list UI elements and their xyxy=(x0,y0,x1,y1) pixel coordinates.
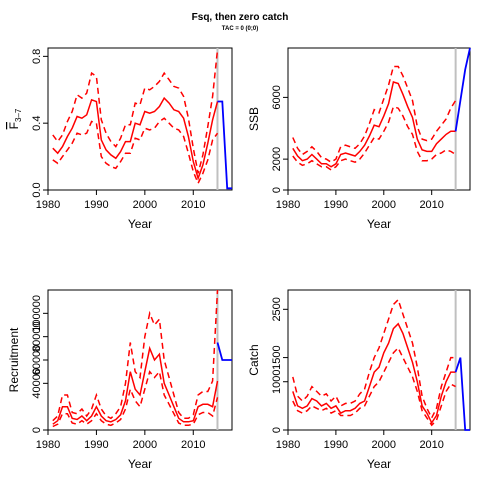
panel-ssb: 1980 1990 2000 2010 0 2000 6000 Year SSB xyxy=(247,47,471,231)
recruitment-upper-bound-line xyxy=(52,289,219,422)
catch-ytick-label-3: 2500 xyxy=(271,297,283,321)
fbar-xlabel: Year xyxy=(128,217,152,231)
ssb-xtick-label-0: 1980 xyxy=(276,199,300,211)
recruitment-ytick-label-1: 40000 xyxy=(31,368,43,399)
recruitment-projection-line xyxy=(216,342,232,361)
catch-xtick-label-1: 1990 xyxy=(324,439,348,451)
recruitment-xtick-label-3: 2010 xyxy=(181,439,205,451)
ssb-frame xyxy=(287,47,471,191)
fbar-xtick-label-0: 1980 xyxy=(36,199,60,211)
recruitment-lower-bound-line xyxy=(52,370,219,428)
recruitment-xlabel: Year xyxy=(128,457,152,471)
ssb-xtick-label-3: 2010 xyxy=(419,199,443,211)
panel-fbar: 1980 1990 2000 2010 0.0 0.4 0.8 Year F3–7 xyxy=(7,47,233,231)
fbar-ytick-label-1: 0.4 xyxy=(31,116,43,131)
ssb-median-line xyxy=(292,81,456,168)
recruitment-xtick-label-2: 2000 xyxy=(133,439,157,451)
figure-title: Fsq, then zero catch xyxy=(192,12,289,23)
fbar-upper-bound-line xyxy=(52,49,219,174)
catch-xtick-label-2: 2000 xyxy=(372,439,396,451)
ssb-xtick-label-1: 1990 xyxy=(324,199,348,211)
ssb-xtick-label-2: 2000 xyxy=(372,199,396,211)
catch-ylabel: Catch xyxy=(247,344,261,375)
catch-ytick-label-1: 1000 xyxy=(271,369,283,393)
recruitment-xtick-label-1: 1990 xyxy=(84,439,108,451)
figure-subtitle: TAC = 0 (0;0) xyxy=(222,26,258,32)
fbar-projection-line xyxy=(217,100,232,190)
catch-ytick-label-0: 0 xyxy=(271,427,283,433)
ssb-ytick-label-1: 2000 xyxy=(271,147,283,171)
fbar-median-line xyxy=(52,96,219,181)
recruitment-ytick-label-4: 100000 xyxy=(31,295,43,332)
ssb-ytick-label-0: 0 xyxy=(271,187,283,193)
fbar-frame xyxy=(47,47,233,191)
catch-xtick-label-0: 1980 xyxy=(276,439,300,451)
ssb-projection-line xyxy=(454,47,471,132)
fbar-xtick-label-1: 1990 xyxy=(84,199,108,211)
fbar-ytick-label-0: 0.0 xyxy=(31,182,43,197)
fbar-xtick-label-3: 2010 xyxy=(181,199,205,211)
recruitment-xtick-label-0: 1980 xyxy=(36,439,60,451)
catch-frame xyxy=(287,289,471,431)
catch-xtick-label-3: 2010 xyxy=(419,439,443,451)
ssb-xlabel: Year xyxy=(367,217,391,231)
recruitment-median-line xyxy=(52,345,219,425)
ssb-ytick-label-2: 6000 xyxy=(271,85,283,109)
catch-median-line xyxy=(292,322,456,425)
recruitment-ytick-label-2: 60000 xyxy=(31,345,43,376)
recruitment-ytick-label-0: 0 xyxy=(31,427,43,433)
ssb-upper-bound-line xyxy=(292,65,457,164)
catch-xlabel: Year xyxy=(367,457,391,471)
recruitment-ylabel: Recruitment xyxy=(7,327,21,392)
fbar-xtick-label-2: 2000 xyxy=(133,199,157,211)
fbar-ytick-label-2: 0.8 xyxy=(31,49,43,64)
catch-ytick-label-2: 1500 xyxy=(271,345,283,369)
recruitment-frame xyxy=(47,289,233,431)
catch-projection-line xyxy=(454,357,470,431)
catch-lower-bound-line xyxy=(292,346,456,427)
catch-upper-bound-line xyxy=(292,298,456,420)
panels-group: 1980 1990 2000 2010 0.0 0.4 0.8 Year F3–7 1980 199… xyxy=(7,47,471,471)
recruitment-ytick-label-3: 80000 xyxy=(31,321,43,352)
fbar-lower-bound-line xyxy=(52,117,219,186)
ssb-ylabel: SSB xyxy=(247,107,261,131)
ssb-lower-bound-line xyxy=(292,105,457,171)
fbar-ylabel: F3–7 xyxy=(7,108,23,129)
